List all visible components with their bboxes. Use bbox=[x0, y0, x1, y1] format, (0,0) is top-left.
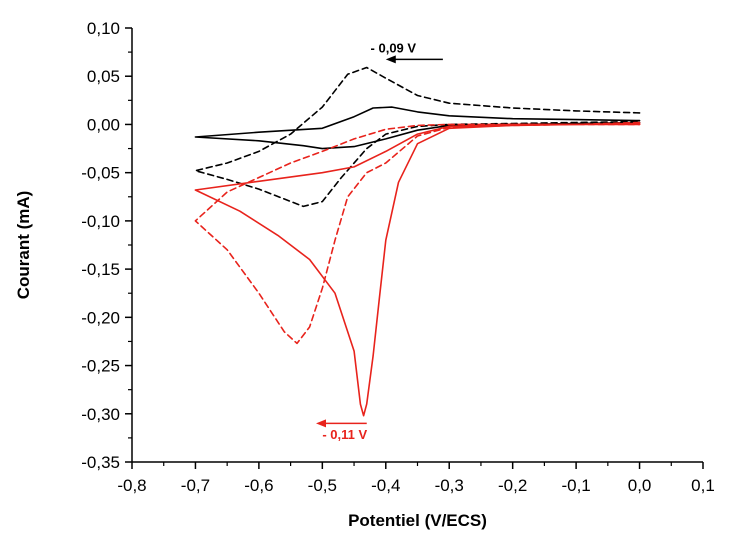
y-tick-label: -0,10 bbox=[81, 212, 120, 231]
series-line-1 bbox=[194, 106, 641, 150]
y-tick-label: -0,25 bbox=[81, 357, 120, 376]
y-ticks: 0,10 0,05 0,00 -0,05 -0,10 -0,15 -0,20 -0,25 -0,… bbox=[81, 19, 132, 472]
x-tick-label: -0,5 bbox=[308, 476, 337, 495]
x-tick-label: -0,7 bbox=[181, 476, 210, 495]
x-tick-label: -0,2 bbox=[498, 476, 527, 495]
y-tick-label: -0,30 bbox=[81, 405, 120, 424]
y-tick-label: 0,00 bbox=[87, 115, 120, 134]
x-tick-label: -0,3 bbox=[435, 476, 464, 495]
annotation-label-2: - 0,11 V bbox=[322, 427, 367, 442]
annotation-arrowhead-1 bbox=[385, 55, 396, 64]
annotations: - 0,09 V - 0,11 V bbox=[315, 41, 443, 442]
axes bbox=[131, 28, 703, 463]
x-tick-label: 0,0 bbox=[628, 476, 652, 495]
x-tick-label: -0,8 bbox=[117, 476, 146, 495]
x-tick-label: -0,6 bbox=[244, 476, 273, 495]
plot-area bbox=[194, 66, 641, 417]
annotation-label-1: - 0,09 V bbox=[371, 41, 417, 56]
y-tick-label: -0,20 bbox=[81, 308, 120, 327]
x-tick-label: -0,1 bbox=[561, 476, 590, 495]
x-axis-title: Potentiel (V/ECS) bbox=[348, 511, 487, 530]
annotation-arrowhead-2 bbox=[315, 419, 326, 428]
x-ticks: -0,8 -0,7 -0,6 -0,5 -0,4 -0,3 -0,2 -0,1 0,0 0,1 bbox=[117, 462, 715, 495]
y-axis-title: Courant (mA) bbox=[14, 191, 33, 300]
y-tick-label: -0,15 bbox=[81, 260, 120, 279]
x-tick-label: 0,1 bbox=[691, 476, 715, 495]
x-tick-label: -0,4 bbox=[371, 476, 400, 495]
y-tick-label: -0,05 bbox=[81, 164, 120, 183]
series-line-3 bbox=[194, 122, 641, 417]
y-tick-label: -0,35 bbox=[81, 453, 120, 472]
series-line-4 bbox=[194, 121, 641, 345]
series-line-2 bbox=[194, 66, 641, 208]
y-tick-label: 0,10 bbox=[87, 19, 120, 38]
y-tick-label: 0,05 bbox=[87, 67, 120, 86]
